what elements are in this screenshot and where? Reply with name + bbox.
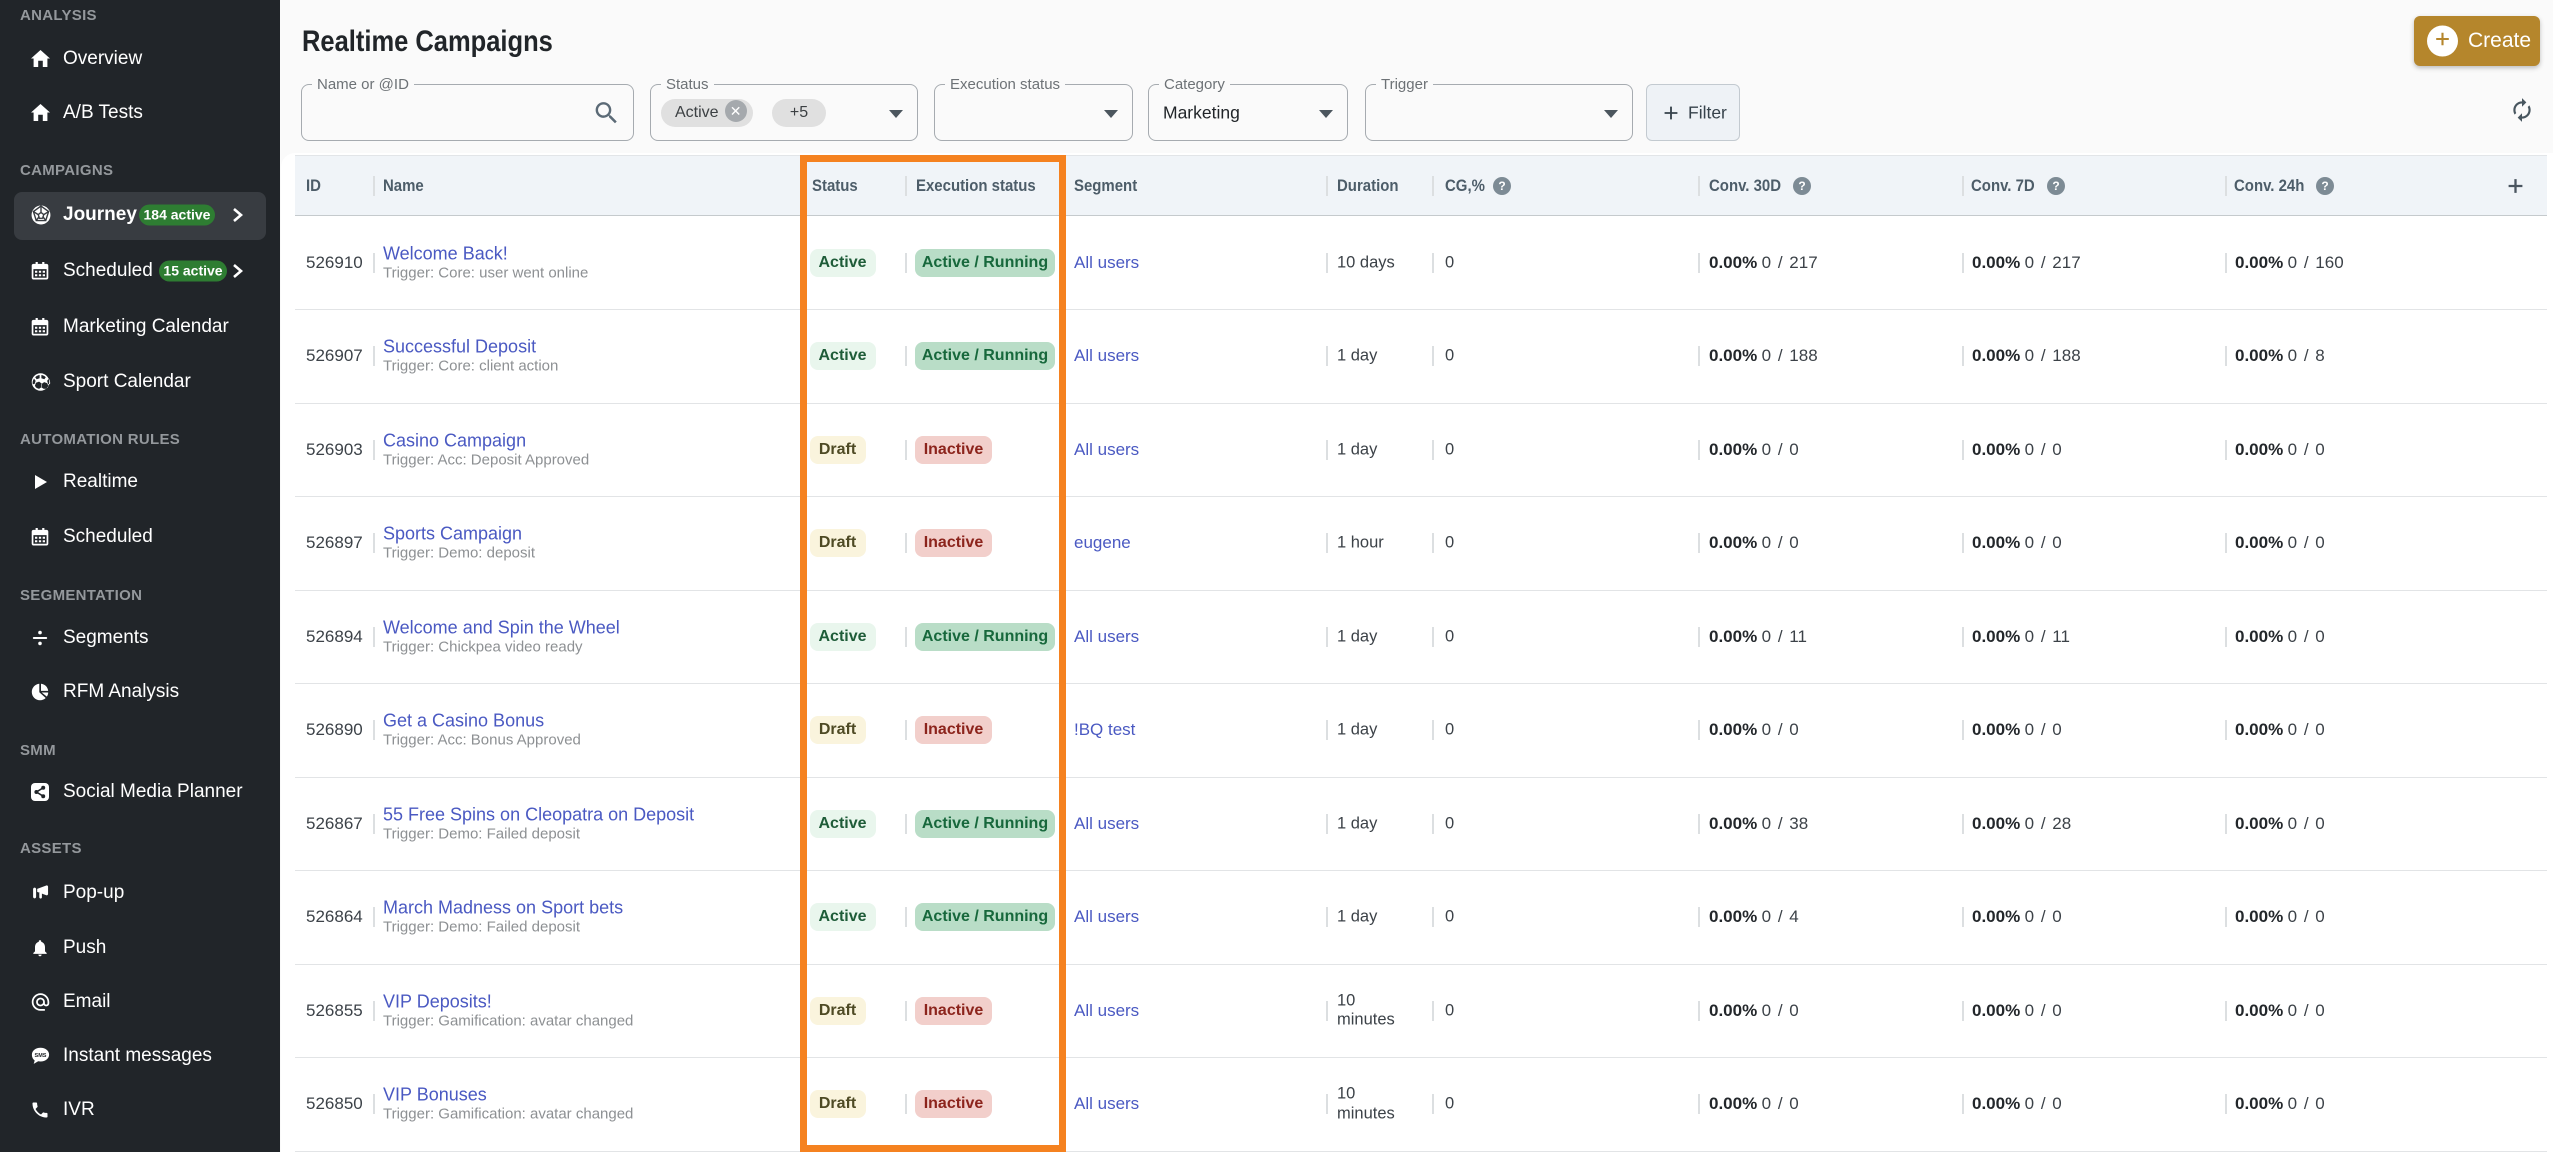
svg-text:SMS: SMS	[35, 1053, 47, 1059]
